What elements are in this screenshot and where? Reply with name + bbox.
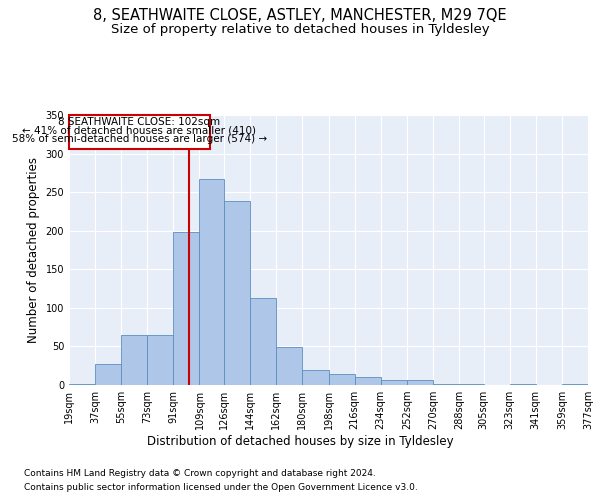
Bar (562, 384, 588, 385)
Bar (433, 384, 459, 385)
Text: Size of property relative to detached houses in Tyldesley: Size of property relative to detached ho… (110, 22, 490, 36)
Bar (69, 384, 95, 385)
Bar (407, 380, 433, 385)
Bar (510, 384, 536, 385)
Text: 58% of semi-detached houses are larger (574) →: 58% of semi-detached houses are larger (… (12, 134, 267, 143)
Bar (329, 374, 355, 385)
Text: Contains HM Land Registry data © Crown copyright and database right 2024.: Contains HM Land Registry data © Crown c… (24, 468, 376, 477)
Bar (173, 232, 199, 385)
Bar (250, 298, 277, 385)
Text: Contains public sector information licensed under the Open Government Licence v3: Contains public sector information licen… (24, 484, 418, 492)
Text: Distribution of detached houses by size in Tyldesley: Distribution of detached houses by size … (146, 435, 454, 448)
Y-axis label: Number of detached properties: Number of detached properties (27, 157, 40, 343)
Bar (147, 335, 173, 385)
Bar (224, 202, 250, 385)
Bar (355, 378, 380, 385)
FancyBboxPatch shape (69, 115, 209, 149)
Bar (380, 380, 407, 385)
Bar (588, 384, 600, 385)
Bar (199, 179, 224, 385)
Bar (277, 347, 302, 385)
Text: ← 41% of detached houses are smaller (410): ← 41% of detached houses are smaller (41… (22, 125, 256, 135)
Bar (121, 335, 147, 385)
Text: 8 SEATHWAITE CLOSE: 102sqm: 8 SEATHWAITE CLOSE: 102sqm (58, 116, 220, 126)
Bar (302, 370, 329, 385)
Text: 8, SEATHWAITE CLOSE, ASTLEY, MANCHESTER, M29 7QE: 8, SEATHWAITE CLOSE, ASTLEY, MANCHESTER,… (93, 8, 507, 22)
Bar (95, 364, 121, 385)
Bar (459, 384, 484, 385)
